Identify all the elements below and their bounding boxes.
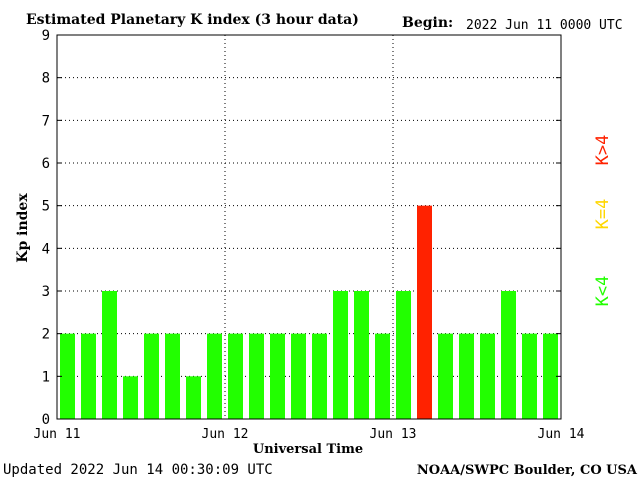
x-tick-label: Jun 13 bbox=[370, 427, 417, 442]
chart-title: Estimated Planetary K index (3 hour data… bbox=[26, 12, 359, 28]
kp-bar bbox=[102, 291, 117, 419]
kp-bar bbox=[291, 333, 306, 419]
kp-bar bbox=[207, 333, 222, 419]
x-axis-label: Universal Time bbox=[253, 442, 363, 457]
y-tick-label: 5 bbox=[42, 199, 50, 215]
updated-timestamp: Updated 2022 Jun 14 00:30:09 UTC bbox=[3, 462, 273, 478]
plot-frame bbox=[56, 34, 562, 420]
kp-bar bbox=[459, 333, 474, 419]
source-credit: NOAA/SWPC Boulder, CO USA bbox=[417, 463, 638, 478]
y-tick-label: 4 bbox=[42, 241, 50, 257]
kp-bar bbox=[144, 333, 159, 419]
y-tick-label: 1 bbox=[42, 369, 50, 385]
begin-value: 2022 Jun 11 0000 UTC bbox=[466, 18, 623, 33]
kp-bar bbox=[249, 333, 264, 419]
x-tick-label: Jun 12 bbox=[202, 427, 249, 442]
kp-bar bbox=[270, 333, 285, 419]
kp-bar bbox=[375, 333, 390, 419]
kp-bar bbox=[417, 205, 432, 419]
kp-bar bbox=[480, 333, 495, 419]
y-tick-label: 7 bbox=[42, 113, 50, 129]
begin-label: Begin: bbox=[402, 15, 453, 31]
kp-bar bbox=[333, 291, 348, 419]
kp-bar bbox=[543, 333, 558, 419]
kp-bar bbox=[165, 333, 180, 419]
kp-bar bbox=[186, 376, 201, 419]
kp-bar bbox=[354, 291, 369, 419]
y-tick-label: 2 bbox=[42, 327, 50, 343]
y-tick-label: 3 bbox=[42, 284, 50, 300]
kp-bar bbox=[438, 333, 453, 419]
y-tick-label: 9 bbox=[42, 28, 50, 44]
kp-bar bbox=[501, 291, 516, 419]
kp-bar bbox=[312, 333, 327, 419]
kp-bar bbox=[228, 333, 243, 419]
y-axis-label: Kp index bbox=[15, 193, 31, 263]
x-tick-label: Jun 14 bbox=[538, 427, 585, 442]
legend-k-equal-4: K=4 bbox=[593, 199, 613, 230]
x-tick-label: Jun 11 bbox=[34, 427, 81, 442]
kp-bar bbox=[522, 333, 537, 419]
kp-bar bbox=[123, 376, 138, 419]
plot-area: 0 1 2 3 4 5 6 7 8 9 Jun 11 Jun 12 Jun 13 Jun 14 bbox=[34, 28, 585, 442]
kp-bar bbox=[396, 291, 411, 419]
kp-bar bbox=[81, 333, 96, 419]
y-tick-label: 6 bbox=[42, 156, 50, 172]
y-tick-label: 0 bbox=[42, 412, 50, 428]
legend-k-above-4: K>4 bbox=[593, 135, 613, 166]
kp-bar bbox=[60, 333, 75, 419]
legend-k-below-4: K<4 bbox=[593, 276, 613, 307]
y-tick-label: 8 bbox=[42, 71, 50, 87]
